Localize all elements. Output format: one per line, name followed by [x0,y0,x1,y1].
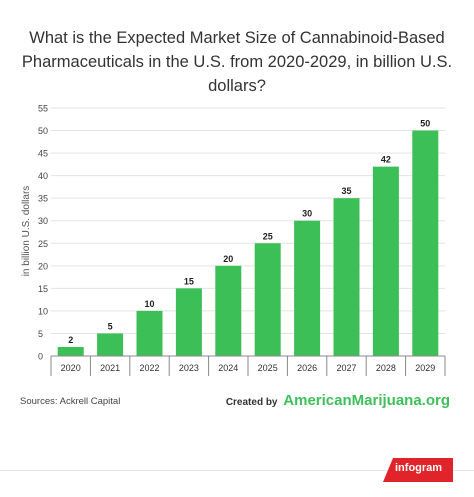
bar-2029[interactable] [412,130,439,356]
infogram-badge-label: infogram [395,462,443,474]
y-tick-label: 10 [38,306,48,316]
data-label: 30 [302,209,312,219]
data-label: 42 [381,155,391,165]
title-line-2: Pharmaceuticals in the U.S. from 2020-20… [21,53,453,95]
x-tick-label: 2023 [179,363,199,373]
y-tick-label: 45 [38,149,48,159]
y-tick-label: 35 [38,194,48,204]
x-tick-label: 2025 [258,363,278,373]
y-tick-label: 50 [38,126,48,136]
data-label: 2 [68,335,73,345]
data-label: 35 [341,186,351,196]
x-tick-label: 2021 [100,363,120,373]
x-tick-label: 2029 [415,363,435,373]
data-label: 10 [144,299,154,309]
bar-2026[interactable] [294,220,321,356]
chart-title: What is the Expected Market Size of Cann… [0,26,474,98]
created-by-label: Created by [225,397,278,408]
y-tick-label: 20 [38,261,48,271]
credit: Created by AmericanMarijuana.org [226,392,450,409]
infogram-badge-icon[interactable] [383,458,453,482]
footer-divider [0,470,474,471]
y-tick-label: 55 [38,104,48,114]
x-tick-label: 2022 [139,363,159,373]
y-tick-label: 0 [38,352,43,362]
title-line-1: What is the Expected Market Size of Cann… [29,29,445,47]
x-tick-label: 2027 [336,363,356,373]
data-label: 50 [420,119,430,129]
x-tick-label: 2020 [61,363,81,373]
y-tick-label: 30 [38,216,48,226]
x-tick-label: 2026 [297,363,317,373]
bar-2024[interactable] [215,265,242,356]
source-note: Sources: Ackrell Capital [20,396,121,407]
data-label: 5 [108,321,113,331]
y-axis-label: in billion U.S. dollars [21,186,32,277]
bar-2028[interactable] [372,166,399,356]
bar-2020[interactable] [57,346,84,356]
bar-2021[interactable] [97,333,124,356]
y-tick-label: 40 [38,171,48,181]
bar-2027[interactable] [333,198,360,356]
bar-2023[interactable] [175,288,202,356]
bar-2022[interactable] [136,310,163,356]
data-label: 25 [263,231,273,241]
y-tick-label: 5 [38,329,43,339]
brand-link[interactable]: AmericanMarijuana.org [283,392,450,409]
y-tick-label: 15 [38,284,48,294]
data-label: 20 [223,254,233,264]
y-tick-label: 25 [38,239,48,249]
x-tick-label: 2024 [218,363,238,373]
data-label: 15 [184,276,194,286]
bar-2025[interactable] [254,243,281,356]
x-tick-label: 2028 [376,363,396,373]
